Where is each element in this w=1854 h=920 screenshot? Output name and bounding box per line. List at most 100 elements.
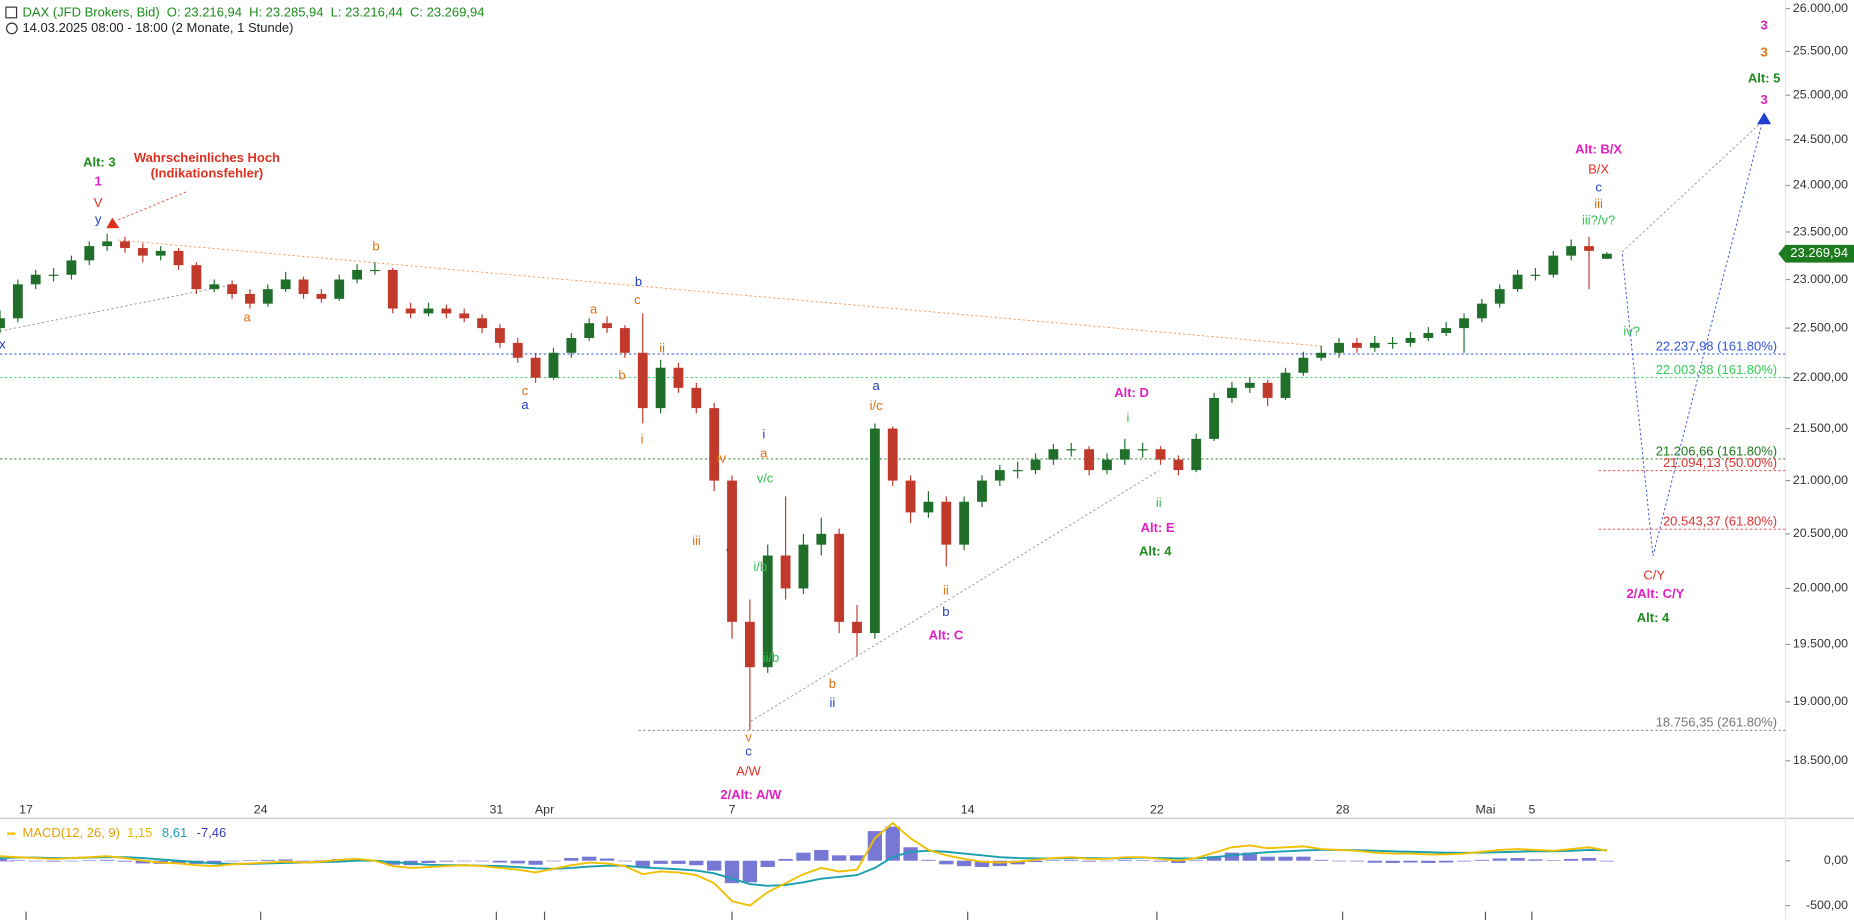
target-marker xyxy=(1757,112,1772,125)
macd-histogram-bar xyxy=(1421,860,1436,863)
candle-body xyxy=(1227,387,1237,398)
drawings xyxy=(0,112,1772,722)
wave-label: v/c xyxy=(757,470,774,485)
macd-histogram-bar xyxy=(1242,852,1257,861)
macd-histogram-bar xyxy=(1492,858,1507,861)
macd-histogram-bar xyxy=(939,860,954,865)
candle-body xyxy=(0,318,5,329)
wave-label: i/c xyxy=(870,398,884,413)
candle-body xyxy=(1566,246,1577,256)
macd-histogram-bar xyxy=(46,860,61,862)
wave-label: iii xyxy=(692,533,701,548)
wave-label: b xyxy=(635,274,642,289)
macd-histogram-bar xyxy=(296,860,311,862)
macd-histogram-bar xyxy=(260,859,275,861)
candle-body xyxy=(566,337,577,353)
macd-histogram-bar xyxy=(421,860,436,863)
wave-label: ii xyxy=(1156,495,1162,510)
macd-histogram-bar xyxy=(956,860,972,867)
candle-body xyxy=(1369,342,1380,348)
macd-histogram-bar xyxy=(689,860,704,866)
macd-histogram-bar xyxy=(474,860,490,862)
wave-label: Alt: 5 xyxy=(1748,71,1781,86)
wave-label: y xyxy=(95,211,102,226)
wave-label: i xyxy=(641,431,644,446)
wave-label: (Indikationsfehler) xyxy=(151,165,264,180)
y-tick-label: 23.000,00 xyxy=(1793,272,1848,286)
x-tick-label: 7 xyxy=(729,802,736,816)
macd-histogram-bar xyxy=(10,860,25,861)
header-text: C: 23.269,94 xyxy=(410,4,484,19)
wave-label: Alt: 3 xyxy=(83,155,115,170)
x-tick-label: 28 xyxy=(1336,802,1350,816)
macd-histogram-bar xyxy=(171,860,186,864)
last-price-label: 23.269,94 xyxy=(1790,245,1848,260)
macd-histogram-bar xyxy=(760,860,775,868)
macd-histogram-bar xyxy=(1439,860,1454,863)
macd-name: MACD(12, 26, 9) xyxy=(22,825,120,840)
candle-body xyxy=(352,269,362,280)
candle-body xyxy=(245,293,255,304)
macd-histogram-bar xyxy=(1385,860,1400,863)
wave-label: ii xyxy=(943,583,949,598)
y-tick-label: 24.500,00 xyxy=(1793,132,1848,146)
candle-body xyxy=(227,284,238,294)
x-tick-label: 17 xyxy=(19,802,33,816)
macd-readout: 8,61 xyxy=(162,825,187,840)
wave-label: Alt: 4 xyxy=(1637,610,1670,625)
candle-body xyxy=(959,501,970,545)
candle-body xyxy=(1048,449,1059,460)
y-tick-label: 20.000,00 xyxy=(1793,581,1848,595)
macd-histogram-bar xyxy=(1528,859,1543,861)
y-tick-label: 25.000,00 xyxy=(1793,88,1848,102)
macd-histogram-bar xyxy=(921,859,936,861)
macd-histogram-bar xyxy=(99,859,115,861)
macd-histogram-bar xyxy=(117,860,133,862)
candle-body xyxy=(298,279,309,294)
candle-body xyxy=(1352,342,1362,348)
macd-histogram-bar xyxy=(617,860,633,862)
macd-histogram-bar xyxy=(742,860,758,883)
candle-body xyxy=(84,246,95,261)
macd-histogram-bar xyxy=(1564,858,1579,861)
y-tick-label: 22.000,00 xyxy=(1793,370,1848,384)
wave-label: a xyxy=(873,378,881,393)
macd-histogram-bar xyxy=(528,860,543,865)
candle-body xyxy=(637,352,648,409)
macd-histogram-bar xyxy=(796,852,811,861)
wave-label: 1 xyxy=(95,174,102,189)
macd-histogram-bar xyxy=(635,860,650,868)
macd-histogram-bar xyxy=(492,860,508,863)
candle-body xyxy=(512,342,523,358)
candle-body xyxy=(12,284,23,319)
candle-body xyxy=(334,279,345,299)
candle-body xyxy=(994,470,1005,481)
candle-body xyxy=(191,265,202,290)
y-tick-label: 24.000,00 xyxy=(1793,178,1848,192)
wave-label: 3 xyxy=(1761,45,1768,60)
macd-histogram-bar xyxy=(778,858,793,861)
macd-histogram-bar xyxy=(82,860,97,861)
candle-body xyxy=(1584,246,1594,251)
y-tick-label: 19.000,00 xyxy=(1793,694,1848,708)
trend-line xyxy=(0,283,237,332)
macd-histogram-bar xyxy=(135,860,150,864)
candle-body xyxy=(1298,357,1309,373)
macd-histogram-bar xyxy=(314,860,329,861)
candle-body xyxy=(1387,342,1398,345)
candle-body xyxy=(1244,382,1255,388)
candle-body xyxy=(1280,372,1291,398)
header-text: O: 23.216,94 xyxy=(167,4,242,19)
candle-body xyxy=(923,501,934,513)
candle-body xyxy=(602,323,612,329)
candle-body xyxy=(869,428,880,634)
candle-body xyxy=(155,250,166,256)
candle-body xyxy=(905,480,916,513)
macd-histogram-bar xyxy=(0,860,15,862)
header-text: H: 23.285,94 xyxy=(249,4,323,19)
candle-body xyxy=(762,555,773,668)
wave-label: v xyxy=(745,729,752,744)
candle-body xyxy=(1030,459,1041,471)
candle-body xyxy=(727,480,737,622)
